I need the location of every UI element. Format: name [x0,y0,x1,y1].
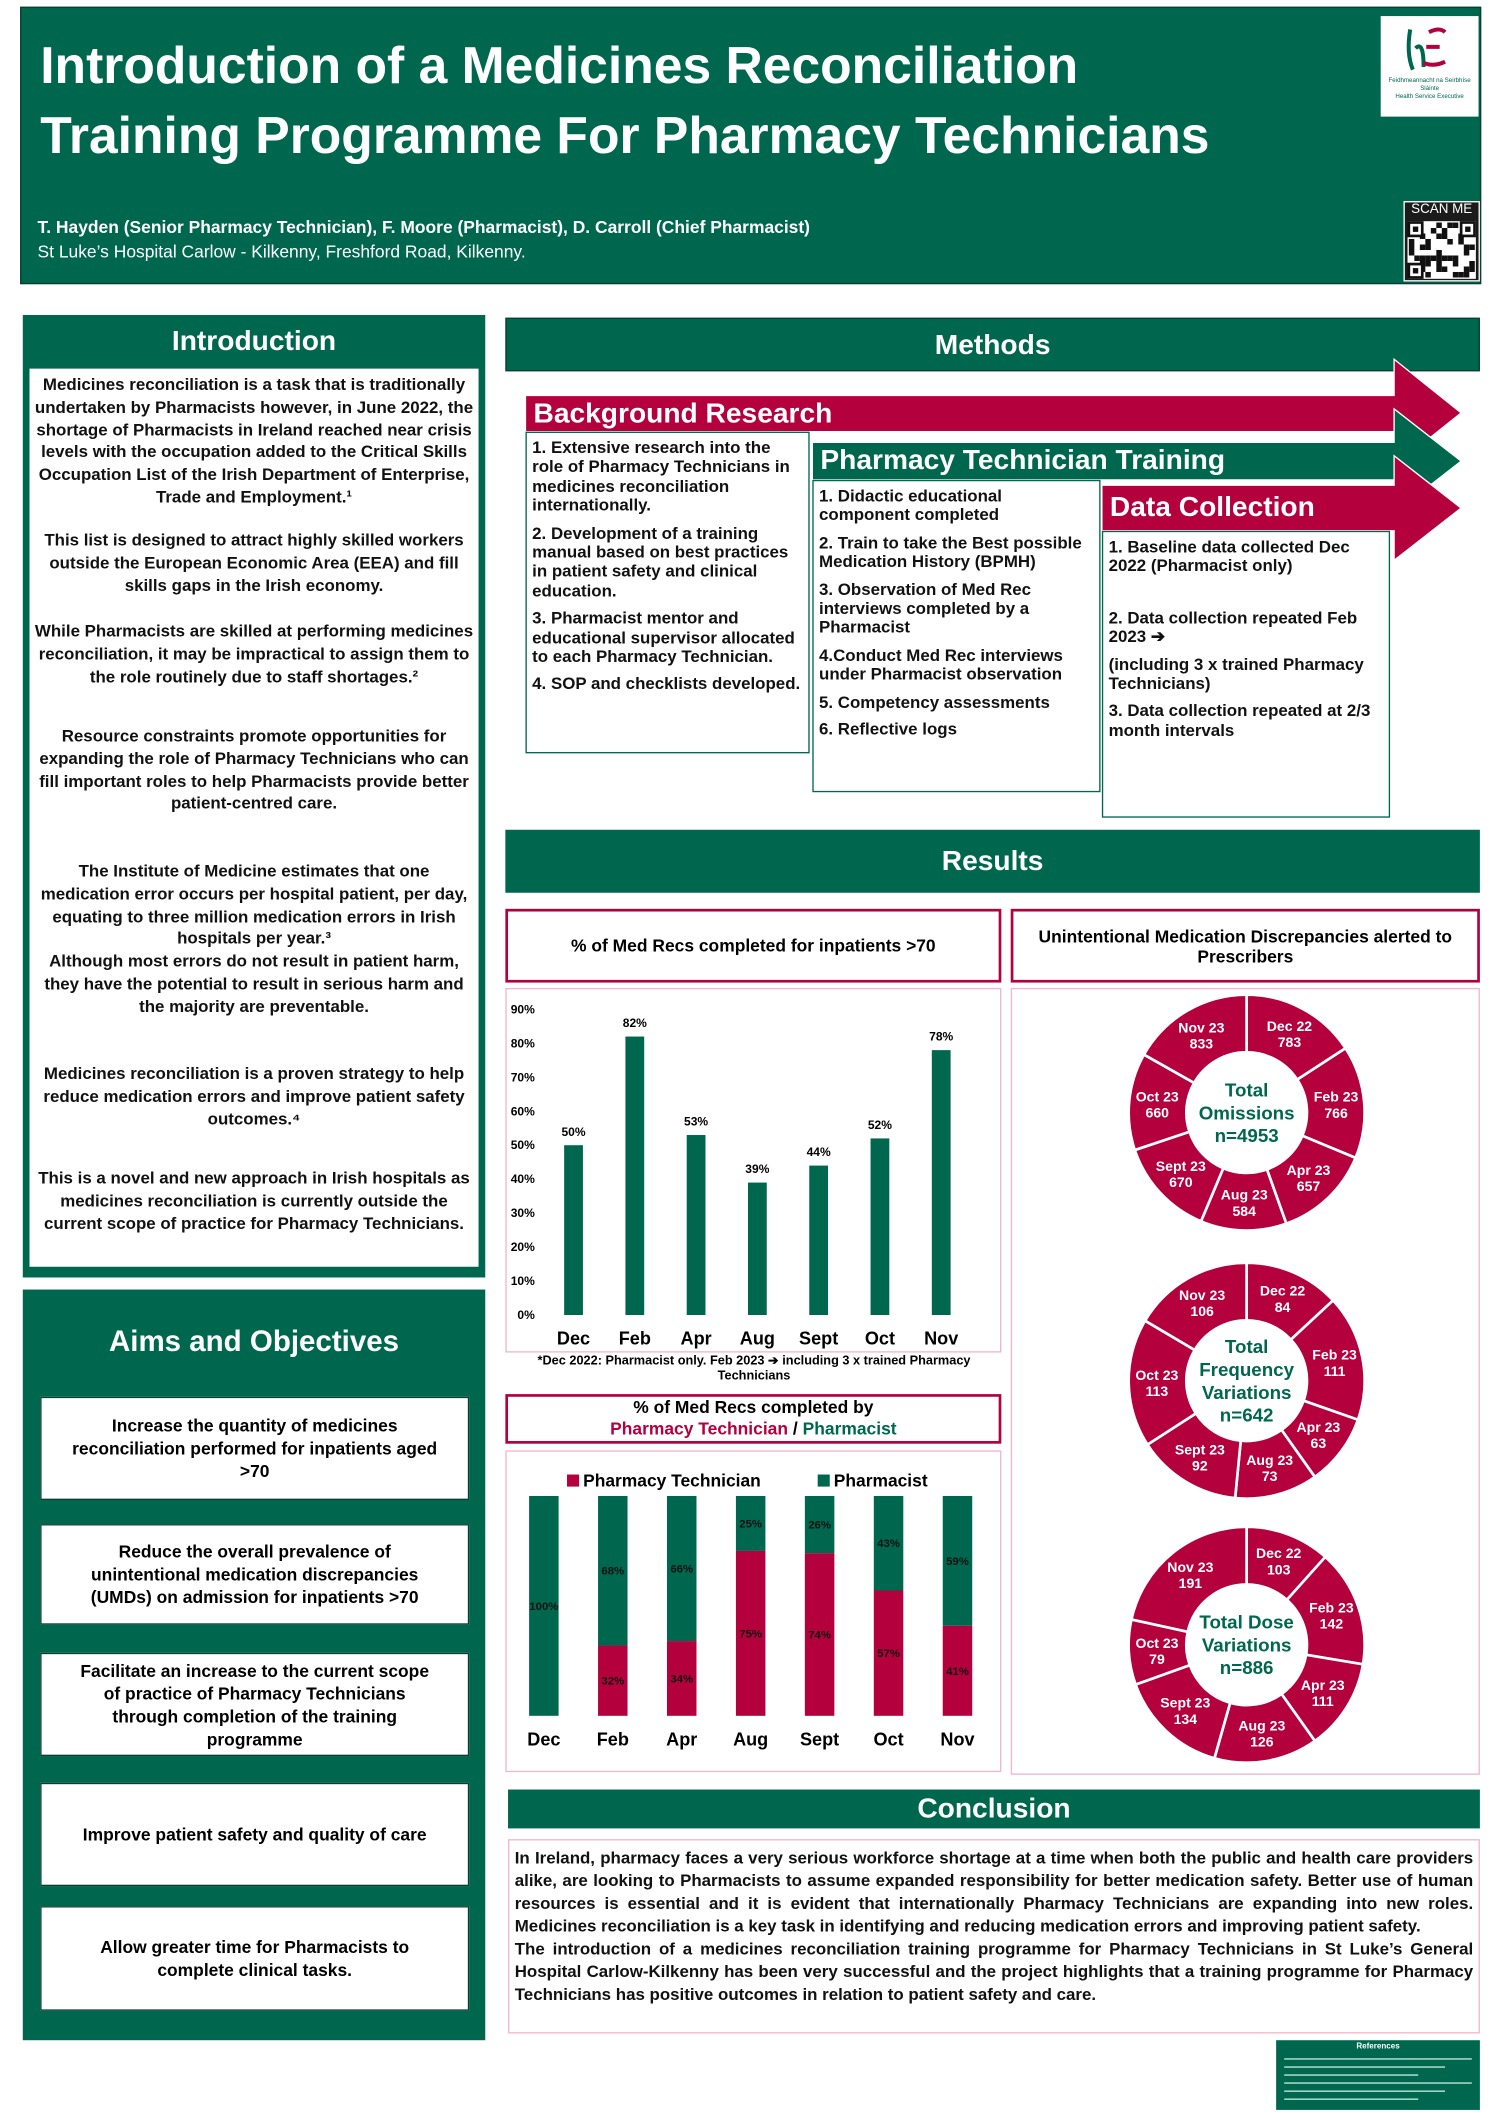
aim-text: Increase the quantity of medicines recon… [72,1415,438,1482]
conclusion-heading: Conclusion [508,1789,1480,1829]
intro-paragraph: The Institute of Medicine estimates that… [40,861,468,949]
aim-text: Improve patient safety and quality of ca… [82,1824,427,1845]
results-heading: Results [505,829,1480,893]
intro-heading: Introduction [171,325,337,357]
intro-paragraph: Medicines reconciliation is a task that … [34,375,474,507]
intro-paragraph: This is a novel and new approach in Iris… [38,1168,470,1233]
method-title: Data Collection [1109,491,1315,523]
method-item: (including 3 x trained Pharmacy Technici… [1108,654,1364,694]
method-box: 1. Extensive research into the role of P… [525,431,810,754]
conclusion-body: In Ireland, pharmacy faces a very seriou… [508,1839,1480,2034]
intro-paragraph: Medicines reconciliation is a proven str… [43,1064,465,1129]
title-line: Training Programme For Pharmacy Technici… [40,107,1210,165]
panel-title: Unintentional Medication Discrepancies a… [1010,908,1480,983]
method-item: 4. SOP and checklists developed. [532,674,801,694]
logo-line: Feidhmeannacht na Seirbhíse Sláinte [1388,76,1471,92]
method-item: 1. Didactic educational component comple… [819,486,1002,525]
header-panel [20,6,1482,285]
title: Introduction of a Medicines Reconciliati… [40,32,1380,171]
method-item: 1. Baseline data collected Dec 2022 (Pha… [1108,537,1350,576]
aim-box: Reduce the overall prevalence of uninten… [40,1524,470,1625]
method-item: 3. Data collection repeated at 2/3 month… [1108,701,1371,740]
conclusion-paragraph: The introduction of a medicines reconcil… [514,1939,1474,2005]
aims-heading: Aims and Objectives [108,1324,400,1358]
method-item: 2. Development of a training manual base… [532,523,789,601]
method-box: 1. Didactic educational component comple… [812,479,1101,793]
method-box: 1. Baseline data collected Dec 2022 (Pha… [1101,530,1391,818]
aim-box: Allow greater time for Pharmacists to co… [40,1906,470,2011]
donut-frame [1010,987,1480,1775]
method-item: 2. Train to take the Best possible Medic… [819,533,1082,572]
method-item: 2. Data collection repeated Feb 2023 ➔ [1108,608,1358,647]
title-line: Introduction of a Medicines Reconciliati… [40,37,1079,96]
chart-frame [505,1450,1002,1773]
method-item: 6. Reflective logs [819,719,957,739]
aim-text: Reduce the overall prevalence of uninten… [90,1541,419,1608]
logo-text: Feidhmeannacht na Seirbhíse Sláinte Heal… [1382,76,1477,100]
logo-line: Health Service Executive [1395,92,1464,100]
method-title: Pharmacy Technician Training [820,445,1226,476]
aim-box: Improve patient safety and quality of ca… [40,1782,470,1887]
intro-paragraph: Although most errors do not result in pa… [44,951,464,1016]
chart-frame [505,987,1002,1353]
aim-text: Allow greater time for Pharmacists to co… [100,1936,410,1980]
chart-title: % of Med Recs completed for inpatients >… [505,908,1002,983]
intro-paragraph: While Pharmacists are skilled at perform… [34,621,474,686]
method-item: 1. Extensive research into the role of P… [532,438,790,516]
intro-body: Medicines reconciliation is a task that … [29,368,479,1267]
references-heading: References [1356,2042,1400,2051]
aim-box: Increase the quantity of medicines recon… [40,1396,470,1500]
chart-subtitle-part: / [792,1418,798,1439]
logo-box [1380,16,1479,117]
chart-title: % of Med Recs completed by [633,1396,874,1417]
methods-heading: Methods [505,317,1480,372]
chart-note: *Dec 2022: Pharmacist only. Feb 2023 ➔ i… [537,1353,971,1384]
intro-paragraph: This list is designed to attract highly … [44,530,464,595]
method-item: 3. Observation of Med Rec interviews com… [819,579,1032,638]
method-item: 5. Competency assessments [819,692,1050,712]
aim-text: Facilitate an increase to the current sc… [80,1660,430,1749]
intro-paragraph: Resource constraints promote opportuniti… [39,726,469,813]
chart-title-box: % of Med Recs completed by Pharmacy Tech… [505,1394,1002,1444]
method-title: Background Research [533,397,833,429]
conclusion-paragraph: In Ireland, pharmacy faces a very seriou… [514,1848,1474,1936]
chart-subtitle-part: Pharmacy Technician [610,1418,789,1439]
affiliation: St Luke’s Hospital Carlow - Kilkenny, Fr… [37,241,526,262]
authors: T. Hayden (Senior Pharmacy Technician), … [37,217,810,238]
method-item: 3. Pharmacist mentor and educational sup… [532,608,795,667]
chart-subtitle-part: Pharmacist [802,1418,897,1439]
method-item: 4.Conduct Med Rec interviews under Pharm… [819,645,1063,684]
aim-box: Facilitate an increase to the current sc… [40,1652,470,1757]
scan-label: SCAN ME [1411,202,1473,218]
